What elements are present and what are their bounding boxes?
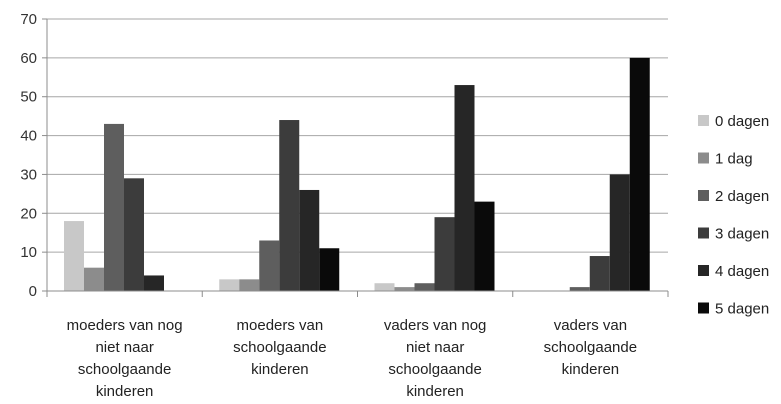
bar [319,248,340,291]
bar [104,123,124,292]
bar [629,57,650,291]
legend-swatch [698,227,709,239]
bar [569,287,590,291]
bar [279,120,300,292]
bar [374,283,395,291]
x-tick-label: moeders van nog niet naar schoolgaande kind… [67,317,183,400]
legend-label: 3 dagen [715,226,769,243]
bar [609,174,630,291]
y-tick-label: 40 [20,128,37,145]
bar [454,85,475,291]
legend-label: 4 dagen [715,263,769,280]
y-tick-label: 50 [20,89,37,106]
legend-swatch [698,302,709,314]
bar [394,287,415,291]
x-tick-label: vaders van nog niet naar schoolgaande kinde… [384,317,487,400]
legend-label: 0 dagen [715,113,769,130]
bar [64,221,84,291]
legend-swatch [698,152,709,164]
y-axis: 0 10 20 30 40 50 60 70 [20,11,48,300]
y-tick-label: 10 [20,244,37,261]
legend-swatch [698,265,709,276]
y-tick-label: 0 [29,283,37,300]
legend-label: 5 dagen [715,301,769,318]
bar [589,256,610,291]
legend-swatch [698,115,709,126]
legend-label: 2 dagen [715,188,769,205]
bar [434,217,455,291]
gridlines [47,18,668,253]
y-tick-label: 70 [20,11,37,28]
y-tick-label: 30 [20,166,37,183]
bar [144,275,164,291]
bar [299,189,320,291]
bar [124,178,144,291]
bar [259,240,280,291]
y-tick-label: 20 [20,205,37,222]
legend-swatch [698,190,709,201]
legend-label: 1 dag [715,151,753,168]
bar [84,267,104,291]
bar [414,283,435,291]
legend: 0 dagen 1 dag 2 dagen 3 dagen 4 dagen 5 dagen [698,113,769,318]
bar [239,279,260,291]
bars [64,57,650,292]
x-tick-label: vaders van schoolgaande kinderen [544,317,637,378]
bar [219,279,240,291]
bar [474,201,495,291]
x-axis: moeders van nog niet naar schoolgaande kind… [46,290,669,400]
x-tick-label: moeders van schoolgaande kinderen [233,317,326,378]
y-tick-label: 60 [20,50,37,67]
